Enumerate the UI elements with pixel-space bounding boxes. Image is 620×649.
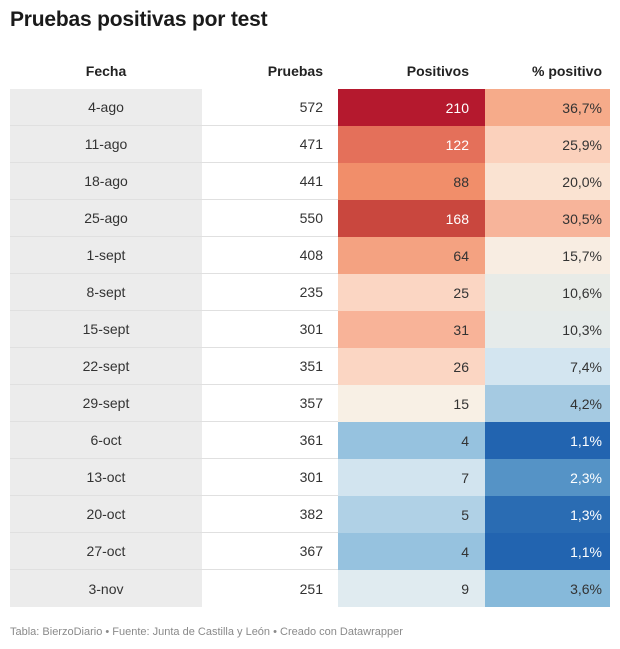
- cell-pct-positivo: 2,3%: [485, 459, 610, 496]
- cell-fecha: 6-oct: [10, 422, 202, 459]
- cell-pruebas: 441: [202, 163, 338, 200]
- cell-pruebas: 382: [202, 496, 338, 533]
- cell-pct-positivo: 15,7%: [485, 237, 610, 274]
- cell-positivos: 31: [338, 311, 485, 348]
- cell-fecha: 29-sept: [10, 385, 202, 422]
- data-table: Fecha Pruebas Positivos % positivo 4-ago…: [10, 53, 610, 607]
- cell-positivos: 26: [338, 348, 485, 385]
- table-row: 3-nov 251 9 3,6%: [10, 570, 610, 607]
- table-row: 13-oct 301 7 2,3%: [10, 459, 610, 496]
- cell-fecha: 18-ago: [10, 163, 202, 200]
- cell-fecha: 20-oct: [10, 496, 202, 533]
- cell-pruebas: 367: [202, 533, 338, 570]
- cell-positivos: 4: [338, 422, 485, 459]
- cell-pruebas: 351: [202, 348, 338, 385]
- cell-pruebas: 251: [299, 580, 323, 597]
- cell-positivos: 15: [338, 385, 485, 422]
- column-header-positivos: Positivos: [406, 63, 469, 79]
- cell-positivos: 168: [338, 200, 485, 237]
- table-row: 29-sept 357 15 4,2%: [10, 385, 610, 422]
- cell-pct-positivo: 25,9%: [485, 126, 610, 163]
- cell-pct-positivo: 36,7%: [485, 89, 610, 126]
- table-row: 25-ago 550 168 30,5%: [10, 200, 610, 237]
- cell-fecha: 13-oct: [10, 459, 202, 496]
- table-header-row: Fecha Pruebas Positivos % positivo: [10, 53, 610, 89]
- cell-pruebas: 361: [202, 422, 338, 459]
- cell-positivos: 88: [338, 163, 485, 200]
- source-footer: Tabla: BierzoDiario • Fuente: Junta de C…: [10, 626, 403, 638]
- cell-pct-positivo: 1,1%: [485, 422, 610, 459]
- table-row: 11-ago 471 122 25,9%: [10, 126, 610, 163]
- cell-pct-positivo: 20,0%: [485, 163, 610, 200]
- cell-positivos: 210: [338, 89, 485, 126]
- cell-pruebas: 408: [202, 237, 338, 274]
- cell-positivos: 9: [338, 570, 485, 607]
- cell-fecha: 11-ago: [10, 126, 202, 163]
- cell-pct-positivo: 7,4%: [485, 348, 610, 385]
- cell-pruebas: 572: [202, 89, 338, 126]
- cell-pct-positivo: 1,3%: [485, 496, 610, 533]
- cell-fecha: 1-sept: [10, 237, 202, 274]
- cell-positivos: 64: [338, 237, 485, 274]
- cell-fecha: 27-oct: [10, 533, 202, 570]
- cell-positivos: 25: [338, 274, 485, 311]
- cell-pct-positivo: 10,6%: [485, 274, 610, 311]
- table-row: 22-sept 351 26 7,4%: [10, 348, 610, 385]
- cell-fecha: 25-ago: [10, 200, 202, 237]
- table-body: 4-ago 572 210 36,7% 11-ago 471 122 25,9% 18-ago 4…: [10, 89, 610, 607]
- table-row: 15-sept 301 31 10,3%: [10, 311, 610, 348]
- cell-pruebas: 471: [202, 126, 338, 163]
- cell-fecha: 3-nov: [10, 570, 202, 607]
- cell-fecha: 15-sept: [10, 311, 202, 348]
- cell-pruebas: 235: [202, 274, 338, 311]
- cell-fecha: 22-sept: [10, 348, 202, 385]
- cell-positivos: 7: [338, 459, 485, 496]
- cell-pruebas: 301: [202, 311, 338, 348]
- cell-pruebas: 301: [202, 459, 338, 496]
- cell-pruebas: 357: [202, 385, 338, 422]
- cell-pct-positivo: 4,2%: [485, 385, 610, 422]
- cell-pruebas: 550: [202, 200, 338, 237]
- table-row: 20-oct 382 5 1,3%: [10, 496, 610, 533]
- column-header-pruebas: Pruebas: [267, 63, 323, 79]
- table-row: 1-sept 408 64 15,7%: [10, 237, 610, 274]
- chart-title: Pruebas positivas por test: [10, 8, 268, 31]
- table-row: 8-sept 235 25 10,6%: [10, 274, 610, 311]
- cell-positivos: 5: [338, 496, 485, 533]
- cell-fecha: 4-ago: [10, 89, 202, 126]
- table-row: 27-oct 367 4 1,1%: [10, 533, 610, 570]
- cell-fecha: 8-sept: [10, 274, 202, 311]
- cell-pct-positivo: 30,5%: [485, 200, 610, 237]
- cell-pct-positivo: 10,3%: [485, 311, 610, 348]
- table-row: 4-ago 572 210 36,7%: [10, 89, 610, 126]
- cell-positivos: 4: [338, 533, 485, 570]
- cell-pct-positivo: 1,1%: [485, 533, 610, 570]
- table-row: 18-ago 441 88 20,0%: [10, 163, 610, 200]
- table-row: 6-oct 361 4 1,1%: [10, 422, 610, 459]
- column-header-pct-positivo: % positivo: [531, 63, 602, 79]
- cell-pct-positivo: 3,6%: [485, 570, 610, 607]
- cell-positivos: 122: [338, 126, 485, 163]
- column-header-fecha: Fecha: [85, 63, 127, 79]
